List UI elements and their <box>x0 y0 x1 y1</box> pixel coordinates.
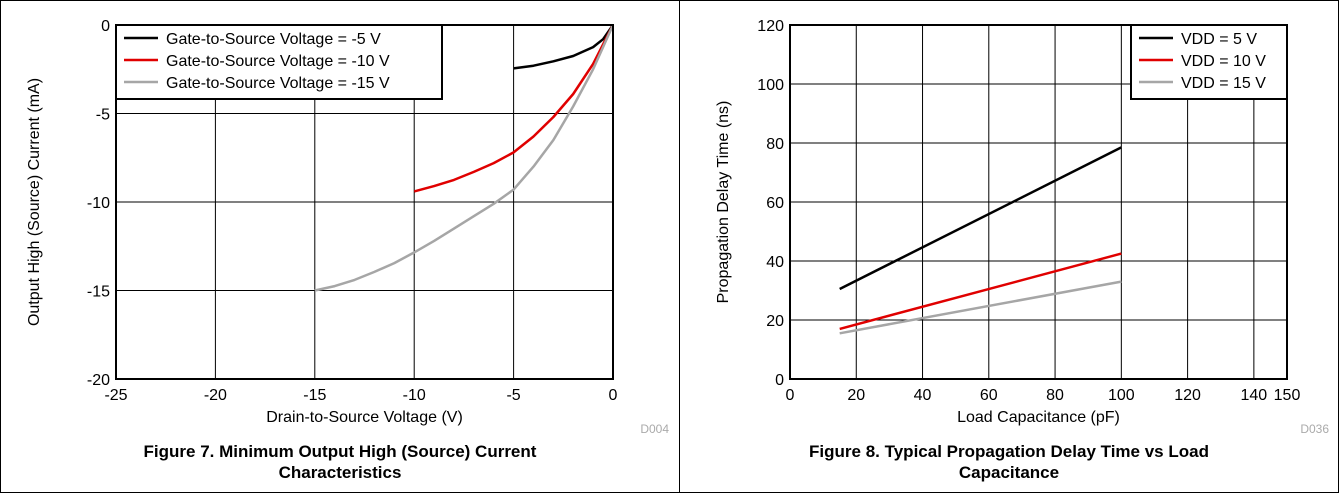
fig7-xtick-label: -15 <box>303 387 326 404</box>
figure-7-panel: -25 -20 -15 -10 -5 0 0 -5 -10 -15 -20 Drain-to-Sour… <box>0 0 680 493</box>
fig7-legend-label-2: Gate-to-Source Voltage = -10 V <box>166 53 390 70</box>
fig8-ytick-label: 60 <box>766 195 784 212</box>
fig8-ytick-label: 40 <box>766 254 784 271</box>
fig8-legend: VDD = 5 V VDD = 10 V VDD = 15 V <box>1130 24 1288 100</box>
fig8-plot-frame <box>789 24 1288 380</box>
fig8-xtick-label: 140 <box>1241 387 1268 404</box>
fig7-x-axis-label: Drain-to-Source Voltage (V) <box>266 409 463 426</box>
figure-7-caption-line-1: Figure 7. Minimum Output High (Source) C… <box>143 442 537 461</box>
fig7-y-axis-label: Output High (Source) Current (mA) <box>26 78 43 326</box>
fig8-xtick-label: 0 <box>786 387 795 404</box>
fig8-legend-label-2: VDD = 10 V <box>1181 53 1266 70</box>
figure-8-panel: 0 20 40 60 80 100 120 140 150 0 20 40 60 80 100 120 Load… <box>679 0 1339 493</box>
fig8-ytick-label: 20 <box>766 313 784 330</box>
fig8-ytick-label: 80 <box>766 136 784 153</box>
fig7-xtick-label: -25 <box>104 387 127 404</box>
fig7-ytick-label: -20 <box>87 372 110 389</box>
fig7-ytick-label: 0 <box>101 18 110 35</box>
fig8-xtick-label: 80 <box>1046 387 1064 404</box>
fig7-ytick-label: -10 <box>87 195 110 212</box>
figure-8-chart: 0 20 40 60 80 100 120 140 150 0 20 40 60 80 100 120 Load… <box>715 18 1329 436</box>
figure-8-caption: Figure 8. Typical Propagation Delay Time… <box>680 441 1338 483</box>
figure-7-caption: Figure 7. Minimum Output High (Source) C… <box>1 441 679 483</box>
fig7-figure-code: D004 <box>640 422 669 436</box>
fig8-xtick-label: 120 <box>1174 387 1201 404</box>
fig7-xtick-label: -5 <box>506 387 520 404</box>
fig7-xtick-label: -10 <box>403 387 426 404</box>
fig8-figure-code: D036 <box>1300 422 1329 436</box>
fig7-series-1-line <box>513 24 615 70</box>
fig7-xtick-label: -20 <box>204 387 227 404</box>
figure-8-caption-line-2: Capacitance <box>958 463 1060 482</box>
fig7-legend-label-1: Gate-to-Source Voltage = -5 V <box>166 31 381 48</box>
fig7-xtick-label: 0 <box>609 387 618 404</box>
fig8-xtick-label: 60 <box>980 387 998 404</box>
fig8-xtick-label: 100 <box>1108 387 1135 404</box>
figure-7-chart: -25 -20 -15 -10 -5 00-5-10-15-20Drain-to-Sour… <box>26 18 669 436</box>
fig7-ytick-label: -15 <box>87 284 110 301</box>
fig8-xtick-label: 40 <box>914 387 932 404</box>
fig8-xtick-label: 150 <box>1274 387 1301 404</box>
fig8-series-1-line <box>839 146 1122 291</box>
fig7-legend-label-3: Gate-to-Source Voltage = -15 V <box>166 75 390 92</box>
fig8-xtick-label: 20 <box>847 387 865 404</box>
fig7-series-2-line <box>413 24 615 193</box>
fig7-legend-box <box>115 24 443 100</box>
figure-7-caption-line-2: Characteristics <box>278 463 402 482</box>
fig8-series-3-line <box>839 280 1122 335</box>
fig8-y-axis-label: Propagation Delay Time (ns) <box>715 101 732 304</box>
fig8-ytick-label: 100 <box>757 77 784 94</box>
fig7-series-3-line <box>314 24 615 292</box>
figure-8-caption-line-1: Figure 8. Typical Propagation Delay Time… <box>809 442 1209 461</box>
fig7-ytick-label: -5 <box>96 107 110 124</box>
fig8-legend-label-3: VDD = 15 V <box>1181 75 1266 92</box>
fig8-ytick-label: 120 <box>757 18 784 35</box>
fig8-x-axis-label: Load Capacitance (pF) <box>957 409 1120 426</box>
fig7-legend: Gate-to-Source Voltage = -5 V Gate-to-Sou… <box>115 24 443 100</box>
fig8-series-2-line <box>839 252 1122 331</box>
fig8-ytick-label: 0 <box>775 372 784 389</box>
fig8-legend-label-1: VDD = 5 V <box>1181 31 1257 48</box>
